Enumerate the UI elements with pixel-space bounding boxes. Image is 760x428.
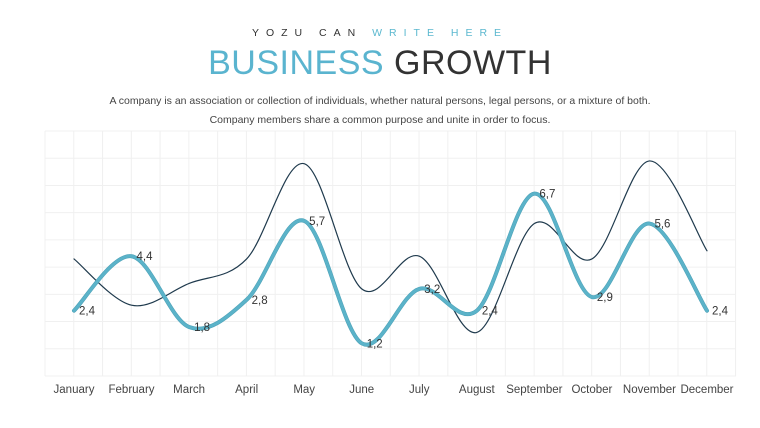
kicker-prefix: YOZU CAN: [251, 27, 363, 39]
x-axis-label: May: [293, 384, 315, 396]
x-axis-label: January: [54, 384, 95, 396]
data-label: 2,8: [252, 295, 268, 307]
data-label: 4,4: [137, 251, 154, 263]
series-line: [72, 192, 709, 347]
data-label: 1,8: [194, 322, 210, 334]
x-axis-label: August: [459, 384, 496, 396]
x-axis-label: March: [173, 384, 205, 396]
data-label: 3,2: [424, 284, 440, 296]
kicker-text: YOZU CAN WRITE HERE: [0, 27, 760, 39]
chart-grid: [44, 130, 737, 377]
x-axis-label: September: [506, 384, 562, 396]
x-axis-label: June: [349, 384, 374, 396]
page-title: BUSINESS GROWTH: [0, 43, 760, 83]
data-labels: 2,4 4,4 1,8 2,8 5,7 1,2 3,2 2,4 6,7 2,9 5,6 2,4: [79, 189, 729, 351]
data-label: 2,4: [79, 306, 96, 318]
data-label: 2,4: [482, 306, 499, 318]
x-axis-labels: January February March April May June July Augu…: [54, 384, 734, 396]
x-axis-label: July: [409, 384, 430, 396]
x-axis-label: April: [235, 384, 258, 396]
kicker-accent: WRITE HERE: [372, 27, 509, 39]
chart-series: [72, 160, 709, 347]
data-label: 2,4: [712, 306, 729, 318]
data-label: 1,2: [367, 338, 383, 350]
data-label: 5,6: [654, 219, 670, 231]
data-label: 5,7: [309, 216, 325, 228]
description: A company is an association or collectio…: [109, 95, 651, 126]
data-label: 2,9: [597, 292, 613, 304]
x-axis-label: December: [680, 384, 733, 396]
x-axis-label: November: [623, 384, 676, 396]
data-label: 6,7: [539, 189, 555, 201]
x-axis-label: October: [571, 384, 612, 396]
series-line: [73, 160, 708, 334]
x-axis-label: February: [109, 384, 155, 396]
title-accent: BUSINESS: [208, 44, 385, 82]
title-main: GROWTH: [394, 44, 552, 82]
